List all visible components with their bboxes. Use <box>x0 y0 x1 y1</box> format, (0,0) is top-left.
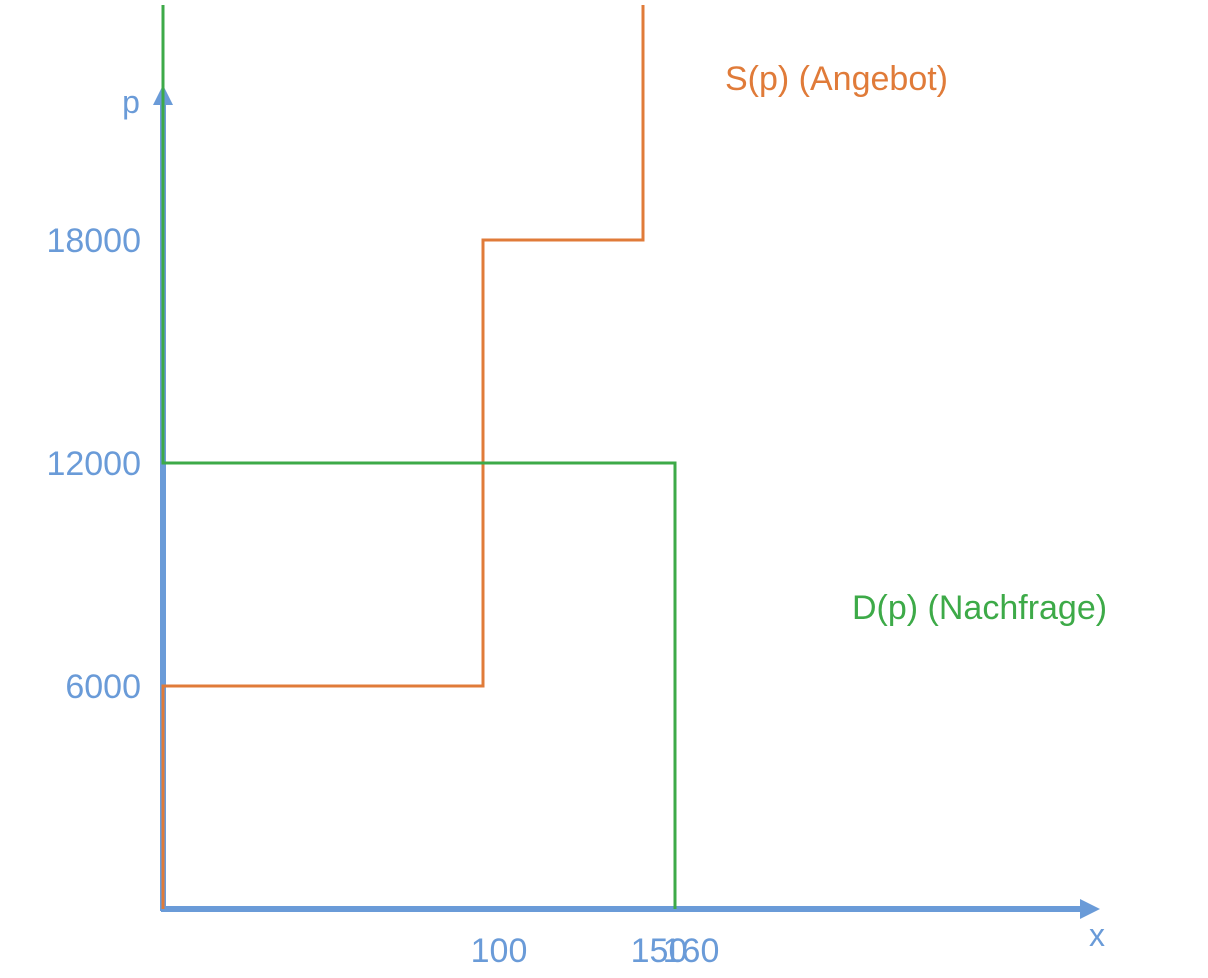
x-tick-label: 100 <box>471 932 528 970</box>
x-axis-label: x <box>1089 917 1105 953</box>
series-layer <box>161 5 677 909</box>
series-line-1 <box>161 5 677 909</box>
y-axis-label: p <box>122 84 140 120</box>
y-tick-label: 12000 <box>46 445 141 483</box>
series-label-supply: S(p) (Angebot) <box>725 60 948 98</box>
x-tick-label: 150 <box>631 932 688 970</box>
x-axis-arrowhead <box>1080 899 1100 919</box>
series-line-0 <box>161 5 645 909</box>
y-tick-label: 6000 <box>65 668 141 706</box>
y-tick-label: 18000 <box>46 222 141 260</box>
axes <box>153 85 1100 919</box>
series-label-demand: D(p) (Nachfrage) <box>852 589 1107 627</box>
x-tick-label: 160 <box>663 932 720 970</box>
